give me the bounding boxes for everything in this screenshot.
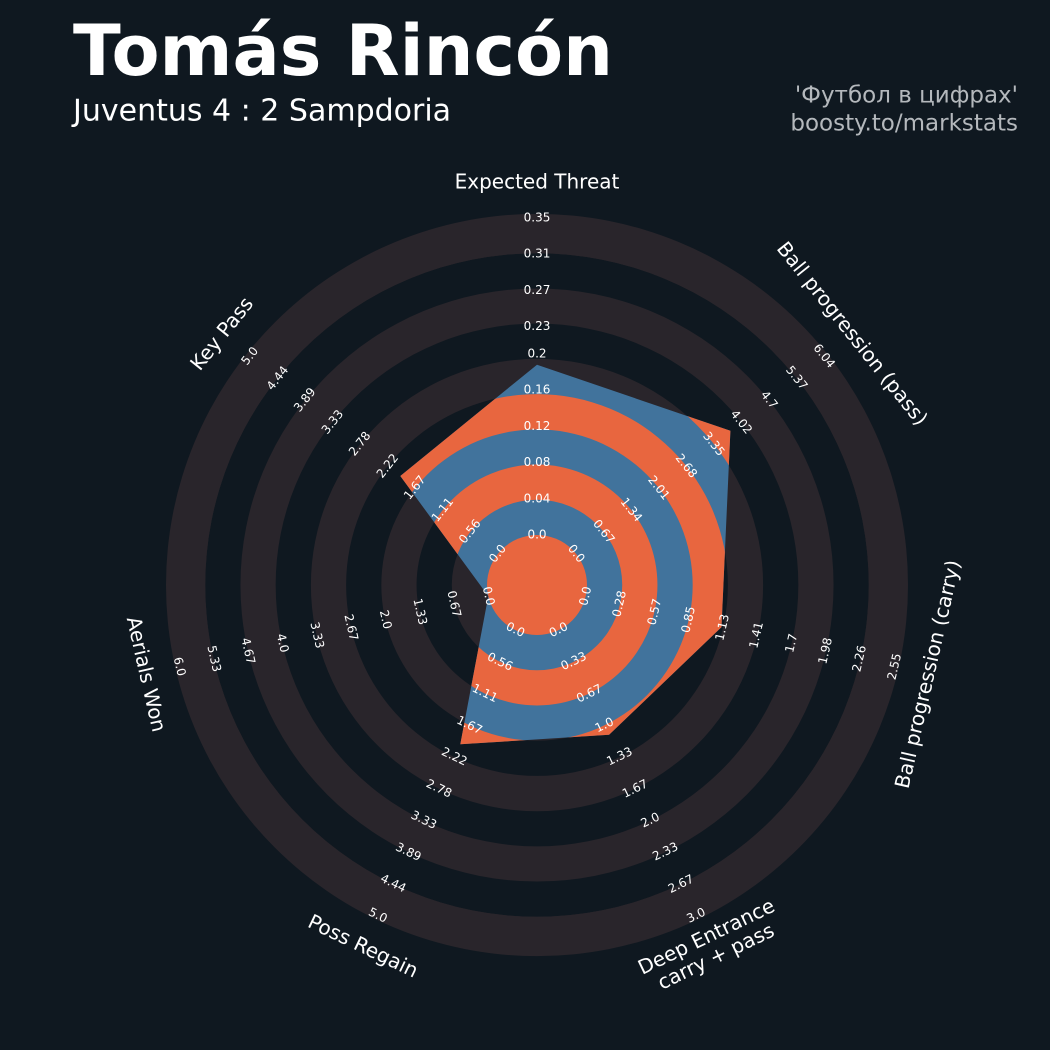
tick-label: 2.26 [849, 644, 869, 673]
credit: boosty.to/markstats [790, 111, 1018, 137]
tick-label: 6.0 [171, 656, 189, 678]
tick-label: 0.28 [609, 589, 629, 618]
tick-label: 1.98 [815, 636, 835, 665]
tick-label: 1.41 [746, 620, 766, 649]
tick-label: 0.0 [480, 585, 498, 607]
tick-label: 0.16 [524, 383, 551, 397]
tick-label: 0.2 [527, 346, 546, 360]
credit: 'Футбол в цифрах' [795, 83, 1018, 109]
tick-label: 1.33 [410, 597, 430, 626]
tick-label: 1.13 [712, 613, 732, 642]
tick-label: 4.0 [274, 632, 292, 654]
tick-label: 0.27 [524, 283, 551, 297]
chart-subtitle: Juventus 4 : 2 Sampdoria [71, 94, 451, 129]
tick-label: 0.04 [524, 491, 551, 505]
tick-label: 1.7 [782, 632, 800, 654]
tick-label: 2.55 [885, 652, 905, 681]
tick-label: 0.85 [678, 605, 698, 634]
tick-label: 4.67 [238, 636, 258, 665]
tick-label: 0.23 [524, 319, 551, 333]
tick-label: 0.31 [524, 247, 551, 261]
tick-label: 0.12 [524, 419, 551, 433]
chart-title: Tomás Rincón [73, 10, 613, 92]
tick-label: 5.33 [204, 644, 224, 673]
ring [487, 535, 587, 635]
tick-label: 0.57 [645, 597, 665, 626]
tick-label: 0.0 [527, 528, 546, 542]
tick-label: 2.0 [377, 609, 395, 631]
tick-label: 0.08 [524, 455, 551, 469]
tick-label: 0.0 [576, 585, 594, 607]
tick-label: 2.67 [341, 613, 361, 642]
tick-label: 0.35 [524, 211, 551, 225]
axis-label: Expected Threat [455, 170, 620, 194]
highlight-rings [400, 364, 731, 745]
tick-label: 3.33 [307, 621, 327, 650]
tick-label: 0.67 [444, 589, 464, 618]
